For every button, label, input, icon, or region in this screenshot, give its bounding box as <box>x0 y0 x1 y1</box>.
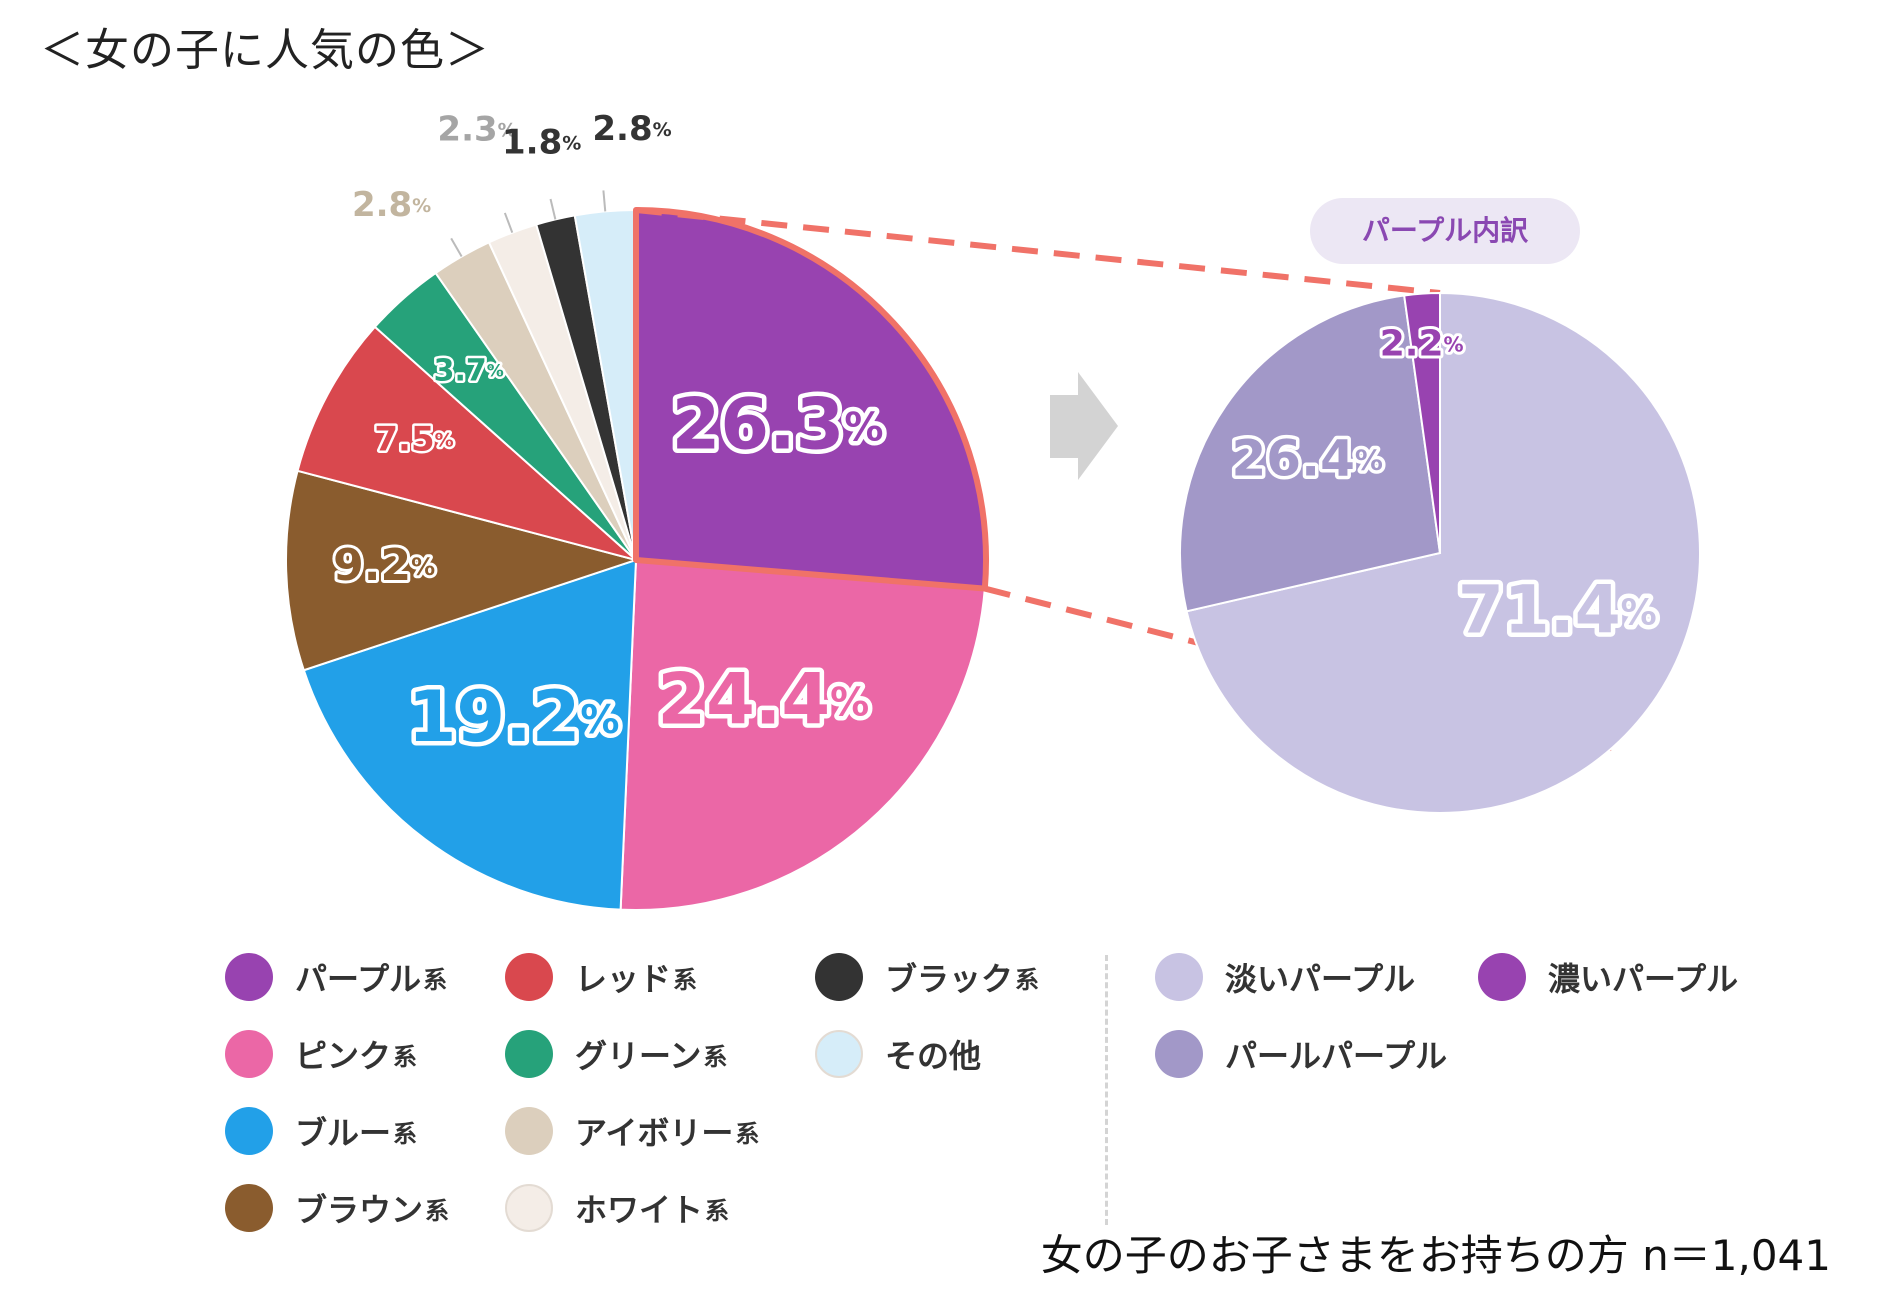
legend-item-purple: パープル系 <box>225 953 447 1001</box>
legend-suffix: 系 <box>1015 965 1040 994</box>
slice-blue <box>302 558 638 911</box>
label-ivory: 2.8% <box>352 185 431 225</box>
legend-item-pink: ピンク系 <box>225 1030 417 1078</box>
legend-item-blue: ブルー系 <box>225 1107 417 1155</box>
legend-suffix: 系 <box>705 1196 730 1225</box>
leader-line <box>503 212 514 233</box>
legend-label: ブラウン <box>295 1191 424 1229</box>
legend-swatch <box>225 953 273 1001</box>
leader-line <box>602 190 607 212</box>
legend-label: アイボリー <box>575 1114 734 1152</box>
legend-item-other: その他 <box>815 1030 981 1078</box>
legend-item-red: レッド系 <box>505 953 697 1001</box>
legend-item-black: ブラック系 <box>815 953 1039 1001</box>
breakdown-label-pearl-purple: 26.4% <box>1232 429 1383 487</box>
main-pie <box>285 207 989 911</box>
legend-swatch <box>505 1107 553 1155</box>
legend-item-dark-purple: 濃いパープル <box>1478 953 1738 1001</box>
legend-label: その他 <box>885 1037 982 1075</box>
arrow-icon <box>1050 372 1118 480</box>
legend-suffix: 系 <box>735 1119 760 1148</box>
legend-item-white: ホワイト系 <box>505 1184 729 1232</box>
label-white: 2.3% <box>437 109 516 149</box>
legend-swatch <box>815 953 863 1001</box>
chart-title: ＜女の子に人気の色＞ <box>40 25 490 76</box>
breakdown-pie <box>1179 291 1701 814</box>
label-pink: 24.4% <box>657 658 869 740</box>
legend-suffix: 系 <box>425 1196 450 1225</box>
legend-label: ピンク <box>295 1037 392 1075</box>
legend-suffix: 系 <box>673 965 698 994</box>
legend-swatch <box>225 1107 273 1155</box>
callout-line-top <box>635 207 1441 296</box>
legend-label: グリーン <box>575 1037 702 1075</box>
slice-brown <box>285 469 640 672</box>
highlight-purple-slice <box>633 207 989 592</box>
legend-label: ホワイト <box>575 1191 704 1229</box>
label-brown: 9.2% <box>333 540 435 591</box>
label-other: 2.8% <box>592 109 671 149</box>
leader-line <box>549 198 557 220</box>
legend-item-green: グリーン系 <box>505 1030 727 1078</box>
legend-label: レッド <box>575 960 672 998</box>
legend-swatch <box>815 1030 863 1078</box>
legend-label: パールパープル <box>1225 1037 1448 1075</box>
legend-item-brown: ブラウン系 <box>225 1184 449 1232</box>
slice-pink <box>619 558 986 911</box>
legend-divider <box>1105 955 1108 1225</box>
legend-swatch <box>505 1030 553 1078</box>
legend-label: 淡いパープル <box>1225 960 1416 998</box>
label-red: 7.5% <box>374 419 453 459</box>
label-black: 1.8% <box>502 122 581 162</box>
breakdown-label-light-purple: 71.4% <box>1458 572 1657 649</box>
legend-item-light-purple: 淡いパープル <box>1155 953 1415 1001</box>
legend-suffix: 系 <box>703 1042 728 1071</box>
legend-swatch <box>1155 953 1203 1001</box>
label-purple: 26.3% <box>672 384 884 466</box>
legend-suffix: 系 <box>423 965 448 994</box>
legend-swatch <box>225 1030 273 1078</box>
legend-item-pearl-purple: パールパープル <box>1155 1030 1447 1078</box>
breakdown-label-dark-purple: 2.2% <box>1380 323 1464 364</box>
breakdown-badge: パープル内訳 <box>1310 198 1580 264</box>
legend-label: ブルー <box>295 1114 392 1152</box>
breakdown-slice-pearl-purple <box>1179 294 1442 613</box>
sample-note: 女の子のお子さまをお持ちの方 n＝1,041 <box>1040 1231 1831 1280</box>
label-green: 3.7% <box>434 353 504 388</box>
legend-suffix: 系 <box>393 1119 418 1148</box>
legend-label: ブラック <box>885 960 1014 998</box>
breakdown-slice-dark-purple <box>1403 291 1441 554</box>
leader-line <box>450 237 463 258</box>
main-pie-labels: 26.3%24.4%19.2%9.2%7.5%3.7%2.8%2.3%1.8% 2… <box>330 109 888 763</box>
legend-swatch <box>1478 953 1526 1001</box>
callout-line-bottom <box>984 585 1613 752</box>
legend-swatch <box>225 1184 273 1232</box>
breakdown-slice-light-purple <box>1185 291 1701 814</box>
label-blue: 19.2% <box>408 676 620 758</box>
legend-suffix: 系 <box>393 1042 418 1071</box>
slice-red <box>296 325 637 561</box>
legend-swatch <box>505 1184 553 1232</box>
legend-label: 濃いパープル <box>1548 960 1739 998</box>
callout-lines <box>635 207 1613 752</box>
breakdown-pie-labels: 71.4% 26.4% 2.2% <box>1228 320 1661 653</box>
legend-swatch <box>1155 1030 1203 1078</box>
legend-swatch <box>505 953 553 1001</box>
legend-item-ivory: アイボリー系 <box>505 1107 759 1155</box>
legend-label: パープル <box>295 960 422 998</box>
